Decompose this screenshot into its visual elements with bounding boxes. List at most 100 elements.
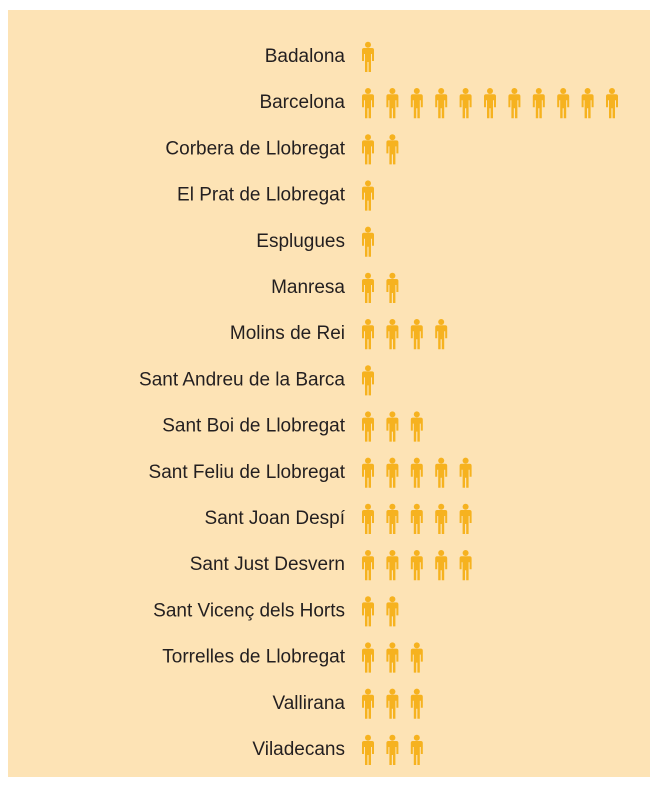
icon-head bbox=[413, 457, 420, 464]
icon-row bbox=[362, 642, 423, 673]
person-icon bbox=[386, 734, 399, 765]
category-label: Molins de Rei bbox=[230, 323, 345, 344]
icon-body bbox=[362, 94, 374, 119]
icon-head bbox=[438, 503, 445, 510]
icon-body bbox=[362, 556, 374, 581]
person-icon bbox=[386, 457, 399, 488]
icon-head bbox=[389, 642, 396, 649]
icon-body bbox=[459, 94, 472, 119]
person-icon bbox=[362, 319, 374, 350]
icon-row bbox=[362, 365, 374, 396]
person-icon bbox=[410, 550, 423, 581]
icon-row bbox=[362, 503, 472, 534]
person-icon bbox=[386, 688, 399, 719]
person-icon bbox=[435, 503, 448, 534]
icon-body bbox=[362, 279, 374, 303]
person-icon bbox=[410, 457, 423, 488]
icon-body bbox=[410, 694, 423, 719]
icon-head bbox=[365, 596, 371, 603]
person-icon bbox=[410, 88, 423, 119]
icon-row bbox=[362, 596, 399, 627]
icon-body bbox=[362, 48, 374, 72]
person-icon bbox=[362, 503, 374, 534]
person-icon bbox=[459, 550, 472, 581]
person-icon bbox=[557, 88, 570, 119]
icon-body bbox=[386, 556, 399, 581]
person-icon bbox=[435, 550, 448, 581]
category-label: Sant Feliu de Llobregat bbox=[149, 462, 346, 483]
person-icon bbox=[362, 642, 374, 673]
person-icon bbox=[386, 272, 399, 303]
icon-body bbox=[386, 463, 399, 488]
icon-head bbox=[413, 503, 420, 510]
person-icon bbox=[362, 180, 374, 211]
category-label: Viladecans bbox=[252, 739, 345, 760]
icon-row bbox=[362, 134, 399, 165]
category-label: Sant Andreu de la Barca bbox=[139, 369, 345, 390]
person-icon bbox=[362, 226, 374, 257]
icon-head bbox=[413, 319, 420, 325]
icon-head bbox=[365, 134, 371, 141]
icon-row bbox=[362, 88, 618, 119]
icon-head bbox=[389, 503, 396, 510]
icon-body bbox=[581, 94, 594, 119]
person-icon bbox=[410, 688, 423, 719]
icon-row bbox=[362, 41, 374, 72]
icon-head bbox=[511, 88, 518, 94]
icon-body bbox=[362, 186, 374, 211]
icon-body bbox=[386, 417, 399, 442]
icon-head bbox=[535, 88, 542, 94]
person-icon bbox=[459, 88, 472, 119]
icon-body bbox=[459, 510, 472, 534]
category-label: Manresa bbox=[271, 277, 345, 298]
icon-head bbox=[462, 503, 469, 510]
icon-head bbox=[365, 642, 371, 649]
icon-head bbox=[462, 457, 469, 464]
person-icon bbox=[362, 734, 374, 765]
icon-body bbox=[362, 232, 374, 257]
category-label: Badalona bbox=[265, 46, 346, 67]
icon-body bbox=[386, 741, 399, 765]
icon-head bbox=[584, 88, 591, 94]
icon-body bbox=[435, 556, 448, 581]
background bbox=[8, 10, 650, 777]
icon-body bbox=[410, 556, 423, 581]
icon-head bbox=[389, 550, 396, 556]
person-icon bbox=[459, 457, 472, 488]
person-icon bbox=[410, 734, 423, 765]
icon-body bbox=[362, 602, 374, 627]
icon-row bbox=[362, 319, 448, 350]
icon-head bbox=[413, 734, 420, 741]
icon-head bbox=[560, 88, 567, 94]
icon-body bbox=[362, 694, 374, 719]
icon-body bbox=[362, 417, 374, 442]
person-icon bbox=[435, 88, 448, 119]
icon-body bbox=[410, 463, 423, 488]
icon-body bbox=[459, 556, 472, 581]
icon-body bbox=[386, 94, 399, 119]
icon-body bbox=[410, 94, 423, 119]
category-label: Barcelona bbox=[259, 92, 345, 113]
icon-body bbox=[435, 463, 448, 488]
icon-body bbox=[410, 741, 423, 765]
icon-body bbox=[362, 648, 374, 673]
person-icon bbox=[410, 642, 423, 673]
person-icon bbox=[386, 642, 399, 673]
icon-head bbox=[389, 319, 396, 325]
person-icon bbox=[362, 41, 374, 72]
icon-body bbox=[410, 648, 423, 673]
icon-head bbox=[438, 457, 445, 464]
icon-body bbox=[386, 325, 399, 350]
icon-head bbox=[365, 365, 371, 372]
icon-body bbox=[362, 140, 374, 165]
icon-head bbox=[365, 734, 371, 741]
icon-head bbox=[413, 642, 420, 649]
icon-body bbox=[386, 140, 399, 165]
icon-row bbox=[362, 457, 472, 488]
icon-head bbox=[365, 226, 371, 233]
icon-row bbox=[362, 734, 423, 765]
person-icon bbox=[606, 88, 618, 119]
person-icon bbox=[410, 411, 423, 442]
category-label: Corbera de Llobregat bbox=[165, 138, 345, 159]
